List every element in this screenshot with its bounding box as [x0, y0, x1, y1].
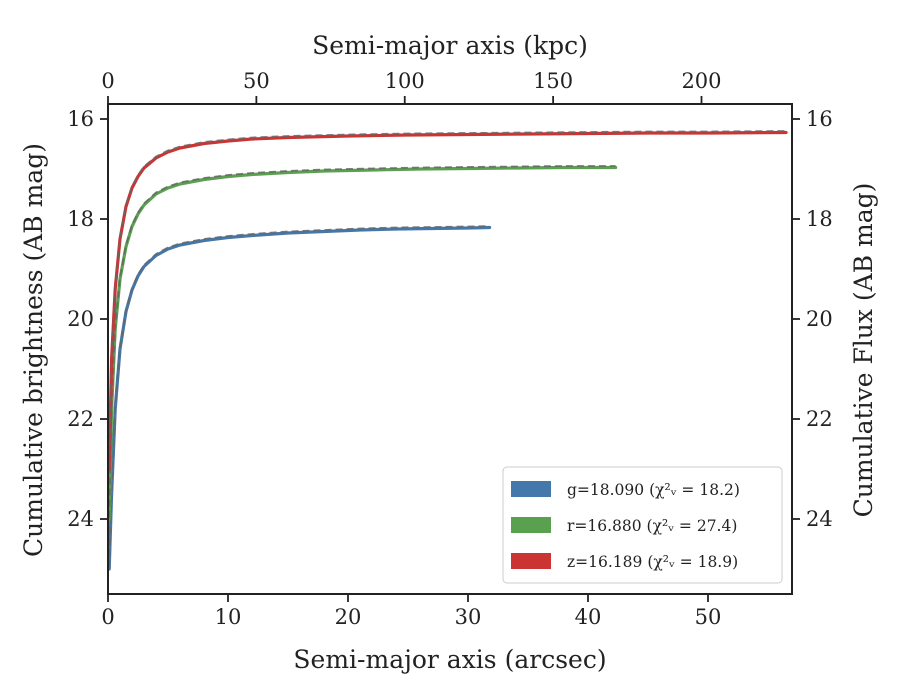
x-tick-label: 40: [575, 605, 602, 629]
legend-swatch-g: [511, 481, 551, 497]
series-line-z: [107, 130, 788, 471]
x-tick-label: 30: [455, 605, 482, 629]
y-tick-label: 24: [67, 507, 94, 531]
x-tick-label: 10: [215, 605, 242, 629]
legend-label-z: z=16.189 (χ²ᵥ = 18.9): [567, 553, 738, 571]
legend-box: [502, 466, 783, 584]
x2-tick-label: 150: [533, 69, 573, 93]
x-tick-label: 50: [695, 605, 722, 629]
y-axis-title: Cumulative brightness (AB mag): [19, 143, 48, 557]
x2-tick-label: 0: [101, 69, 114, 93]
series-line-g: [107, 225, 492, 571]
labels-layer: Semi-major axis (arcsec) Semi-major axis…: [19, 31, 878, 674]
y-tick-label: 20: [67, 307, 94, 331]
x2-axis-title: Semi-major axis (kpc): [312, 31, 588, 60]
y2-tick-label: 16: [806, 107, 833, 131]
model-line-r: [108, 165, 616, 518]
y2-tick-label: 20: [806, 307, 833, 331]
x-axis-title: Semi-major axis (arcsec): [293, 645, 606, 674]
y-tick-label: 18: [67, 207, 94, 231]
legend-swatch-z: [511, 553, 551, 569]
y2-tick-label: 18: [806, 207, 833, 231]
x2-tick-label: 100: [385, 69, 425, 93]
legend: g=18.090 (χ²ᵥ = 18.2) r=16.880 (χ²ᵥ = 27.…: [502, 466, 783, 584]
y2-tick-label: 22: [806, 407, 833, 431]
x2-tick-label: 50: [243, 69, 270, 93]
axes-layer: 0 10 20 30 40 50 0 50 100 150 200 16 18 20 22 24 16 18 20 2…: [67, 69, 832, 629]
series-line-r: [107, 165, 618, 521]
legend-label-r: r=16.880 (χ²ᵥ = 27.4): [567, 517, 737, 535]
model-line-g: [108, 225, 490, 568]
legend-label-g: g=18.090 (χ²ᵥ = 18.2): [567, 481, 740, 499]
x-tick-label: 20: [335, 605, 362, 629]
legend-swatch-r: [511, 517, 551, 533]
y-tick-label: 16: [67, 107, 94, 131]
y-tick-label: 22: [67, 407, 94, 431]
model-line-z: [108, 130, 787, 468]
y2-tick-label: 24: [806, 507, 833, 531]
curves-layer: [107, 130, 788, 571]
y2-axis-title: Cumulative Flux (AB mag): [849, 183, 878, 518]
x-tick-label: 0: [101, 605, 114, 629]
x2-tick-label: 200: [681, 69, 721, 93]
plot-frame: [107, 103, 793, 595]
